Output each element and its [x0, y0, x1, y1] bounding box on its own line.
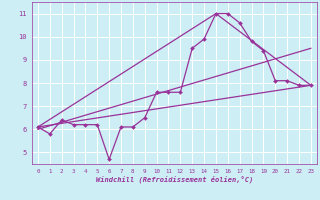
- X-axis label: Windchill (Refroidissement éolien,°C): Windchill (Refroidissement éolien,°C): [96, 175, 253, 183]
